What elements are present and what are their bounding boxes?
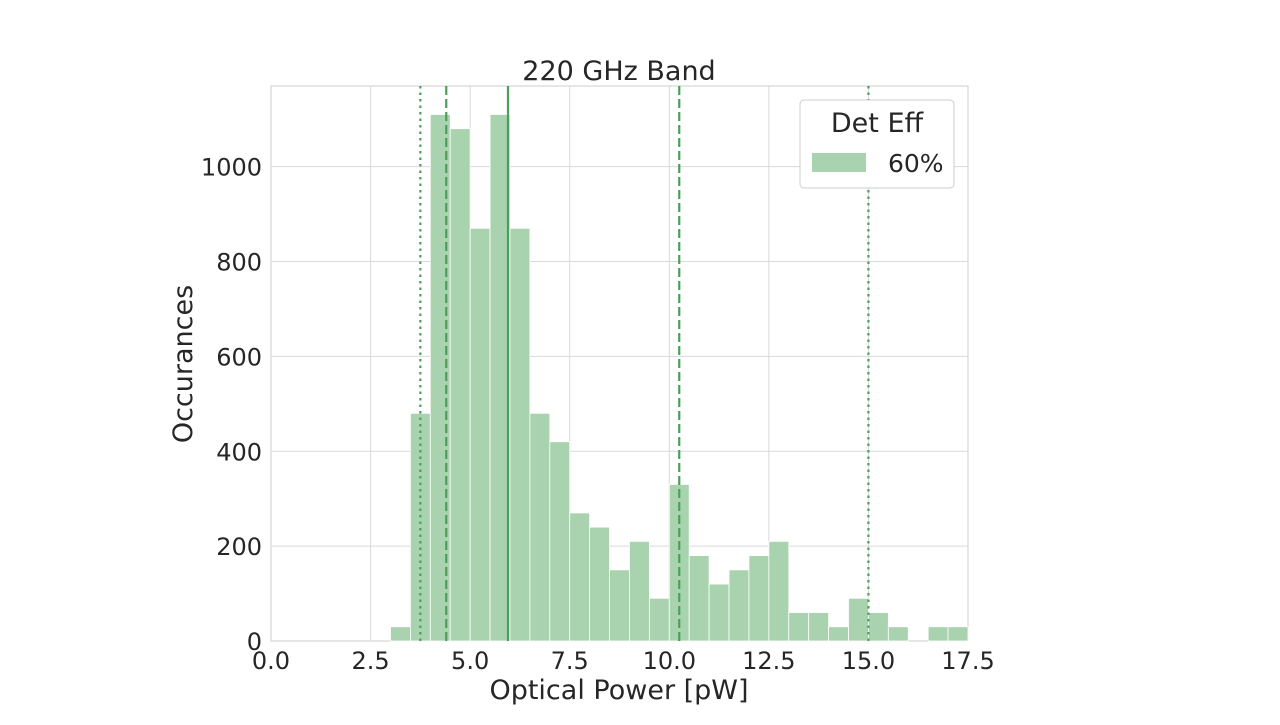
legend-swatch xyxy=(812,153,866,172)
histogram-bar xyxy=(708,583,730,642)
histogram-bar xyxy=(549,441,571,642)
x-tick-label: 10.0 xyxy=(643,647,696,675)
histogram-bar xyxy=(927,626,949,642)
histogram-bar xyxy=(748,555,770,642)
histogram-bar xyxy=(808,612,830,642)
histogram-bar xyxy=(788,612,810,642)
histogram-bar xyxy=(569,512,591,642)
x-tick-label: 0.0 xyxy=(252,647,290,675)
histogram-bar xyxy=(828,626,849,642)
y-tick-label: 800 xyxy=(216,249,262,277)
histogram-bar xyxy=(887,626,909,642)
histogram-bar xyxy=(728,569,750,642)
y-tick-label: 200 xyxy=(216,533,262,561)
histogram-bar xyxy=(648,597,670,642)
histogram-bar xyxy=(848,597,869,642)
x-tick-label: 15.0 xyxy=(842,647,895,675)
histogram-bar xyxy=(768,540,790,642)
histogram-bar xyxy=(469,227,491,642)
y-tick-label: 1000 xyxy=(201,154,262,182)
x-tick-label: 5.0 xyxy=(451,647,489,675)
x-axis-label: Optical Power [pW] xyxy=(489,675,748,706)
histogram-bar xyxy=(589,526,610,642)
histogram-bar xyxy=(449,128,471,642)
legend-title: Det Eff xyxy=(831,108,925,139)
legend-label: 60% xyxy=(888,149,944,178)
histogram-bar xyxy=(390,626,411,642)
x-tick-label: 7.5 xyxy=(551,647,589,675)
legend: Det Eff 60% xyxy=(799,99,955,189)
y-tick-labels: 0 200 400 600 800 1000 xyxy=(201,154,262,656)
histogram-bar xyxy=(529,412,551,642)
y-tick-label: 600 xyxy=(216,343,262,371)
y-tick-label: 0 xyxy=(247,628,262,656)
x-tick-label: 17.5 xyxy=(941,647,994,675)
x-tick-label: 2.5 xyxy=(351,647,389,675)
histogram-bar xyxy=(609,569,630,642)
histogram-bar xyxy=(509,227,531,642)
y-axis-label: Occurances xyxy=(168,285,199,443)
y-tick-label: 400 xyxy=(216,438,262,466)
x-tick-labels: 0.0 2.5 5.0 7.5 10.0 12.5 15.0 17.5 xyxy=(252,647,995,675)
histogram-bar xyxy=(629,540,650,642)
histogram-bar xyxy=(947,626,969,642)
chart-title: 220 GHz Band xyxy=(522,56,715,87)
histogram-bar xyxy=(688,555,710,642)
histogram-bar xyxy=(868,612,889,642)
x-tick-label: 12.5 xyxy=(742,647,795,675)
